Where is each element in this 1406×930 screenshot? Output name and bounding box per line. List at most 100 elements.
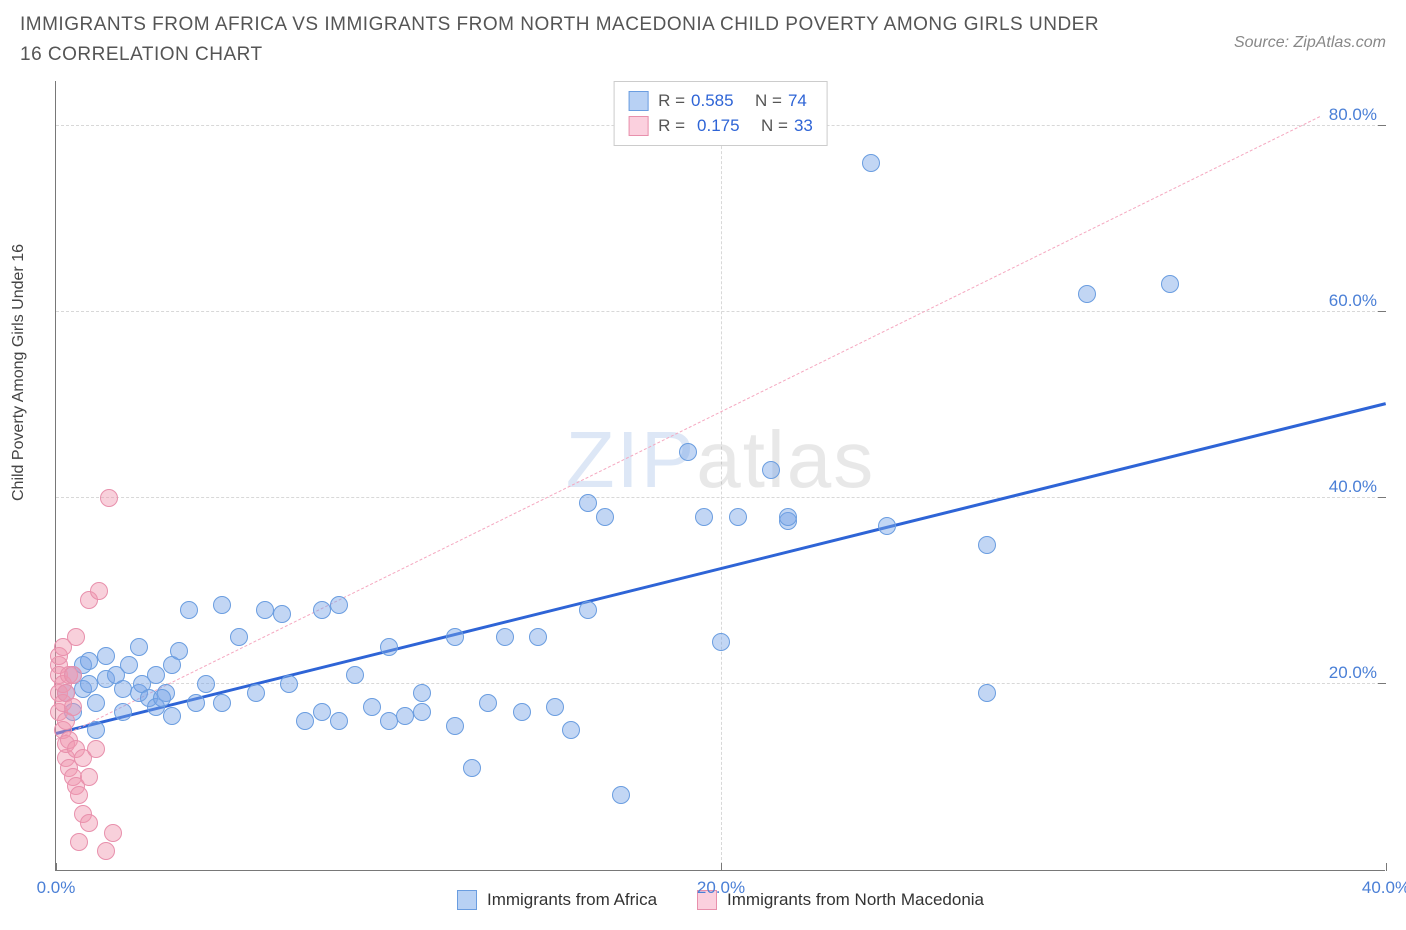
watermark-zip: ZIP bbox=[566, 415, 696, 504]
swatch-series-1 bbox=[628, 116, 648, 136]
data-point bbox=[80, 814, 98, 832]
data-point bbox=[712, 633, 730, 651]
r-value-0: 0.585 bbox=[691, 88, 734, 114]
data-point bbox=[80, 768, 98, 786]
x-tick-label: 40.0% bbox=[1362, 878, 1406, 898]
data-point bbox=[87, 694, 105, 712]
data-point bbox=[779, 508, 797, 526]
data-point bbox=[64, 666, 82, 684]
data-point bbox=[380, 638, 398, 656]
data-point bbox=[130, 638, 148, 656]
data-point bbox=[695, 508, 713, 526]
watermark-atlas: atlas bbox=[696, 415, 875, 504]
data-point bbox=[296, 712, 314, 730]
y-tick-label: 80.0% bbox=[1329, 105, 1377, 125]
legend-stats: R = 0.585 N = 74 R = 0.175 N = 33 bbox=[613, 81, 828, 146]
data-point bbox=[546, 698, 564, 716]
data-point bbox=[496, 628, 514, 646]
n-value-0: 74 bbox=[788, 88, 807, 114]
legend-bottom-item-0: Immigrants from Africa bbox=[457, 890, 657, 910]
data-point bbox=[104, 824, 122, 842]
data-point bbox=[87, 740, 105, 758]
y-tick-mark bbox=[1378, 125, 1386, 126]
legend-stats-row-0: R = 0.585 N = 74 bbox=[628, 88, 813, 114]
n-value-1: 33 bbox=[794, 113, 813, 139]
trend-line bbox=[56, 116, 1320, 740]
data-point bbox=[313, 703, 331, 721]
data-point bbox=[80, 675, 98, 693]
data-point bbox=[380, 712, 398, 730]
data-point bbox=[97, 842, 115, 860]
legend-bottom-label-0: Immigrants from Africa bbox=[487, 890, 657, 910]
data-point bbox=[862, 154, 880, 172]
y-tick-label: 60.0% bbox=[1329, 291, 1377, 311]
data-point bbox=[579, 601, 597, 619]
x-tick-label: 20.0% bbox=[697, 878, 745, 898]
grid-line-v bbox=[721, 81, 722, 870]
r-value-1: 0.175 bbox=[691, 113, 740, 139]
x-tick-label: 0.0% bbox=[37, 878, 76, 898]
data-point bbox=[256, 601, 274, 619]
r-label-0: R = bbox=[658, 88, 685, 114]
data-point bbox=[762, 461, 780, 479]
data-point bbox=[363, 698, 381, 716]
chart-container: Child Poverty Among Girls Under 16 ZIPat… bbox=[0, 71, 1406, 921]
source-name: ZipAtlas.com bbox=[1294, 34, 1386, 51]
data-point bbox=[413, 684, 431, 702]
chart-header: IMMIGRANTS FROM AFRICA VS IMMIGRANTS FRO… bbox=[0, 0, 1406, 71]
data-point bbox=[330, 712, 348, 730]
data-point bbox=[978, 536, 996, 554]
data-point bbox=[197, 675, 215, 693]
source-prefix: Source: bbox=[1234, 34, 1294, 51]
data-point bbox=[147, 666, 165, 684]
data-point bbox=[230, 628, 248, 646]
data-point bbox=[346, 666, 364, 684]
x-tick-mark bbox=[56, 863, 57, 871]
y-tick-mark bbox=[1378, 497, 1386, 498]
data-point bbox=[1161, 275, 1179, 293]
y-tick-mark bbox=[1378, 683, 1386, 684]
data-point bbox=[90, 582, 108, 600]
data-point bbox=[446, 717, 464, 735]
data-point bbox=[679, 443, 697, 461]
data-point bbox=[878, 517, 896, 535]
data-point bbox=[446, 628, 464, 646]
data-point bbox=[280, 675, 298, 693]
data-point bbox=[396, 707, 414, 725]
legend-bottom-label-1: Immigrants from North Macedonia bbox=[727, 890, 984, 910]
n-label-1: N = bbox=[761, 113, 788, 139]
data-point bbox=[67, 628, 85, 646]
data-point bbox=[170, 642, 188, 660]
y-tick-mark bbox=[1378, 311, 1386, 312]
data-point bbox=[596, 508, 614, 526]
x-tick-mark bbox=[1386, 863, 1387, 871]
data-point bbox=[163, 707, 181, 725]
swatch-bottom-0 bbox=[457, 890, 477, 910]
data-point bbox=[413, 703, 431, 721]
data-point bbox=[313, 601, 331, 619]
chart-source: Source: ZipAtlas.com bbox=[1234, 10, 1386, 52]
legend-stats-row-1: R = 0.175 N = 33 bbox=[628, 113, 813, 139]
data-point bbox=[729, 508, 747, 526]
plot-area: ZIPatlas R = 0.585 N = 74 R = 0.175 N = … bbox=[55, 81, 1385, 871]
data-point bbox=[529, 628, 547, 646]
data-point bbox=[273, 605, 291, 623]
x-tick-mark bbox=[721, 863, 722, 871]
data-point bbox=[612, 786, 630, 804]
data-point bbox=[70, 786, 88, 804]
data-point bbox=[213, 694, 231, 712]
data-point bbox=[330, 596, 348, 614]
y-axis-label: Child Poverty Among Girls Under 16 bbox=[10, 244, 28, 501]
data-point bbox=[180, 601, 198, 619]
data-point bbox=[479, 694, 497, 712]
data-point bbox=[80, 652, 98, 670]
data-point bbox=[562, 721, 580, 739]
data-point bbox=[579, 494, 597, 512]
data-point bbox=[513, 703, 531, 721]
data-point bbox=[70, 833, 88, 851]
data-point bbox=[247, 684, 265, 702]
data-point bbox=[978, 684, 996, 702]
y-tick-label: 20.0% bbox=[1329, 663, 1377, 683]
data-point bbox=[463, 759, 481, 777]
r-label-1: R = bbox=[658, 113, 685, 139]
